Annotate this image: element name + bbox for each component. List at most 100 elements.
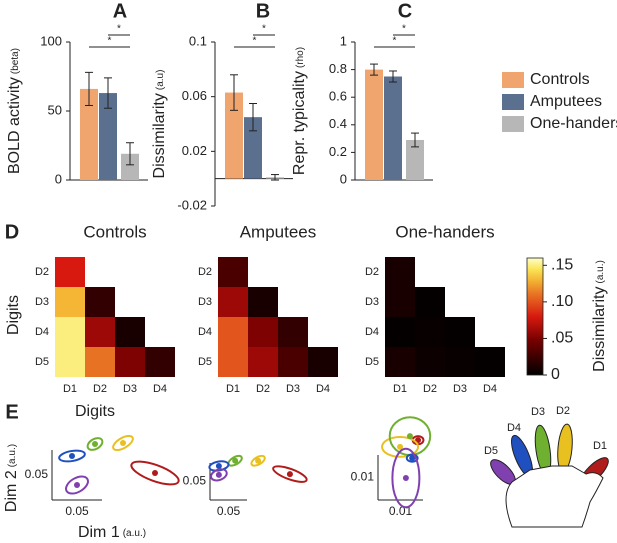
significance-label: * xyxy=(253,36,257,47)
column-label: D2 xyxy=(256,383,270,395)
row-label: D4 xyxy=(198,326,212,338)
y-tick-label: 100 xyxy=(40,33,62,48)
bar xyxy=(225,92,243,179)
row-label: D3 xyxy=(35,296,49,308)
y-tick-label: 0.8 xyxy=(329,61,347,76)
scale-bar-label: 0.05 xyxy=(217,504,241,518)
heatmap-cell xyxy=(445,317,475,347)
y-axis-label-unit: (beta) xyxy=(10,48,21,74)
heatmap-cell xyxy=(55,257,85,287)
row-label: D4 xyxy=(35,326,49,338)
heatmap-cell xyxy=(385,347,415,377)
y-axis-label-main: Dissimilarity xyxy=(151,93,168,178)
heatmap-cell xyxy=(218,347,248,377)
x-axis-label-unit: (a.u.) xyxy=(123,528,146,539)
bar xyxy=(244,117,262,179)
legend-label: One-handers xyxy=(530,115,617,132)
point xyxy=(152,470,158,476)
colorbar-label-main: Dissimilarity xyxy=(591,287,608,372)
finger xyxy=(557,423,573,473)
confidence-ellipse xyxy=(272,465,308,483)
hand-digit-label: D2 xyxy=(556,405,570,417)
column-label: D3 xyxy=(453,383,467,395)
y-axis-label-main: Dim 2 xyxy=(3,470,20,512)
panel-letter: A xyxy=(113,0,127,22)
point xyxy=(286,471,293,478)
colorbar-tick-label: .05 xyxy=(551,330,573,347)
y-tick-label: 0.02 xyxy=(182,143,207,158)
hand-digit-label: D4 xyxy=(507,422,521,434)
legend-label: Controls xyxy=(530,71,590,88)
panel-letter: C xyxy=(398,0,412,22)
colorbar-tick-label: .10 xyxy=(551,293,573,310)
row-label: D3 xyxy=(198,296,212,308)
panel-letter: E xyxy=(5,401,18,423)
y-axis-label-main: Repr. typicality xyxy=(291,71,308,175)
heatmap-cell xyxy=(55,347,85,377)
x-axis-label-main: Dim 1 xyxy=(78,524,120,541)
point xyxy=(92,441,98,447)
significance-label: * xyxy=(262,24,266,35)
scale-bar-label: 0.05 xyxy=(25,467,49,481)
point xyxy=(397,443,404,450)
row-label: D5 xyxy=(198,356,212,368)
column-label: D3 xyxy=(123,383,137,395)
y-tick-label: 0.4 xyxy=(329,116,347,131)
confidence-ellipse xyxy=(381,436,420,458)
column-label: D1 xyxy=(63,383,77,395)
column-label: D4 xyxy=(316,383,330,395)
column-label: D2 xyxy=(423,383,437,395)
column-label: D1 xyxy=(393,383,407,395)
confidence-ellipse xyxy=(86,437,104,451)
panel-letter: D xyxy=(5,221,19,243)
x-axis-label: Dim 1 (a.u.) xyxy=(78,524,146,541)
scale-bar-label: 0.05 xyxy=(65,504,89,518)
heatmap-cell xyxy=(218,317,248,347)
heatmap-cell xyxy=(415,347,445,377)
y-axis-label-unit: (rho) xyxy=(295,47,306,68)
heatmap-cell xyxy=(248,317,278,347)
y-tick-label: 0 xyxy=(55,171,62,186)
heatmap-cell xyxy=(115,347,145,377)
confidence-ellipse xyxy=(391,447,421,509)
y-axis-label: Dim 2 (a.u.) xyxy=(3,444,20,512)
heatmap-cell xyxy=(415,287,445,317)
panel-letter: B xyxy=(256,0,270,22)
y-tick-label: 50 xyxy=(48,102,62,117)
heatmap-cell xyxy=(85,347,115,377)
point xyxy=(215,471,222,478)
hand-digit-label: D3 xyxy=(531,406,545,418)
heatmap-cell xyxy=(218,257,248,287)
legend-swatch xyxy=(502,94,524,110)
colorbar-tick-label: 0 xyxy=(551,366,560,383)
point xyxy=(69,453,75,459)
bar xyxy=(365,69,383,180)
legend-swatch xyxy=(502,72,524,88)
heatmap-cell xyxy=(278,317,308,347)
y-tick-label: 0.2 xyxy=(329,144,347,159)
point xyxy=(409,455,416,462)
significance-label: * xyxy=(108,36,112,47)
heatmap-cell xyxy=(445,347,475,377)
heatmap-cell xyxy=(145,347,175,377)
row-label: D5 xyxy=(365,356,379,368)
colorbar-tick-label: .15 xyxy=(551,257,573,274)
significance-label: * xyxy=(117,24,121,35)
y-tick-label: 0.06 xyxy=(182,88,207,103)
row-label: D3 xyxy=(365,296,379,308)
heatmap-cell xyxy=(218,287,248,317)
y-tick-label: 0 xyxy=(340,171,347,186)
column-label: D3 xyxy=(286,383,300,395)
palm xyxy=(505,465,604,528)
column-label: D4 xyxy=(483,383,497,395)
heatmap-title: Amputees xyxy=(240,222,317,241)
scale-bar-label: 0.01 xyxy=(351,470,375,484)
hand-digit-label: D5 xyxy=(484,445,498,457)
y-axis-label-unit: (a.u.) xyxy=(7,444,18,467)
point xyxy=(120,440,126,446)
legend-label: Amputees xyxy=(530,93,602,110)
row-label: D4 xyxy=(365,326,379,338)
bar xyxy=(384,76,402,180)
hand-digit-label: D1 xyxy=(593,440,607,452)
scale-bar-label: 0.05 xyxy=(183,474,207,488)
